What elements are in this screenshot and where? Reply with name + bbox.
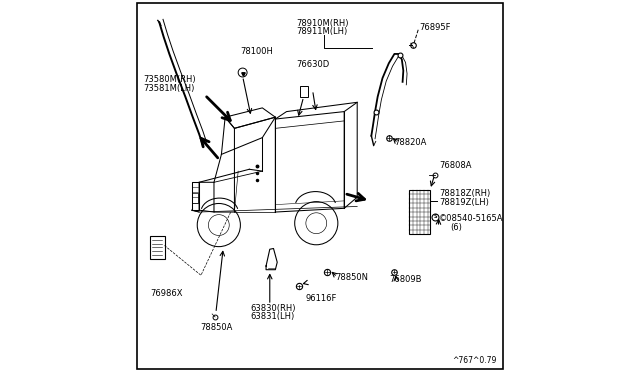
Text: 76809B: 76809B <box>389 275 421 284</box>
Text: ^767^0.79: ^767^0.79 <box>452 356 497 365</box>
Text: 78850A: 78850A <box>200 323 232 332</box>
Text: 73581M(LH): 73581M(LH) <box>143 84 195 93</box>
Text: 76808A: 76808A <box>439 161 472 170</box>
Text: 78910M(RH): 78910M(RH) <box>296 19 348 28</box>
Text: 96116F: 96116F <box>305 294 337 302</box>
Text: 63830(RH): 63830(RH) <box>250 304 296 312</box>
Bar <box>410 190 429 234</box>
Text: 78850N: 78850N <box>335 273 368 282</box>
Text: ©08540-5165A: ©08540-5165A <box>439 214 504 223</box>
Text: (6): (6) <box>450 223 462 232</box>
Text: S: S <box>433 214 437 219</box>
Text: 63831(LH): 63831(LH) <box>250 312 294 321</box>
Bar <box>300 86 308 97</box>
Text: 78819Z(LH): 78819Z(LH) <box>439 198 489 206</box>
Bar <box>193 193 198 203</box>
Text: 76986X: 76986X <box>151 289 183 298</box>
Text: 78820A: 78820A <box>394 138 427 147</box>
Text: 76895F: 76895F <box>420 23 451 32</box>
Bar <box>150 236 164 259</box>
Text: 76630D: 76630D <box>296 60 329 69</box>
Text: 78818Z(RH): 78818Z(RH) <box>439 189 490 198</box>
Text: 73580M(RH): 73580M(RH) <box>143 75 196 84</box>
Text: 78100H: 78100H <box>240 47 273 56</box>
Text: 78911M(LH): 78911M(LH) <box>296 27 347 36</box>
